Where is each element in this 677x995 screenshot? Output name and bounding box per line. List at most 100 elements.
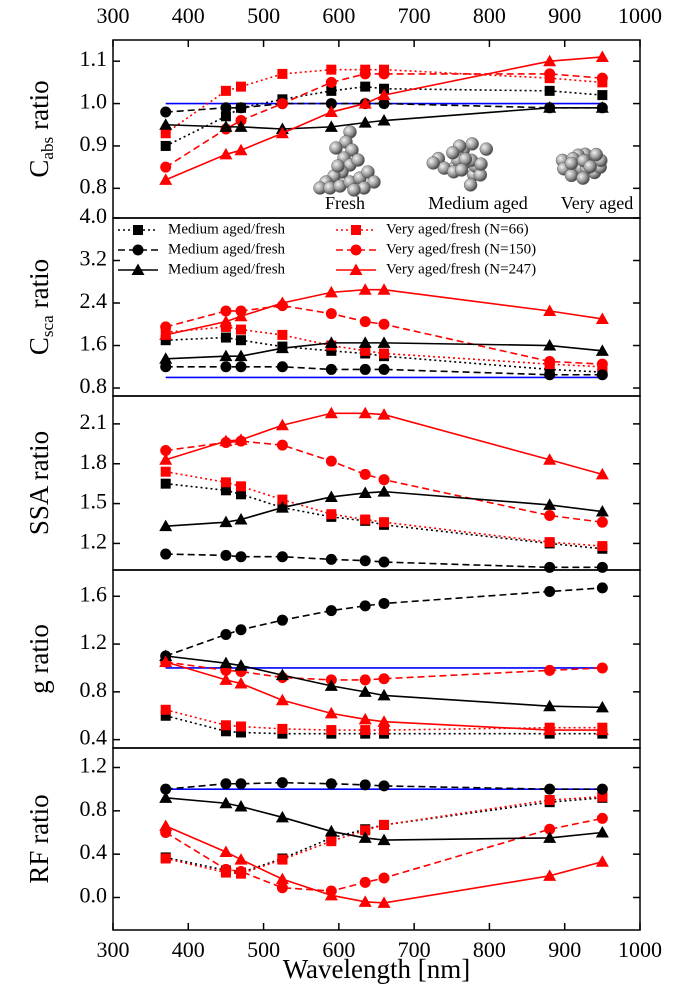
- marker: [596, 783, 608, 795]
- marker: [595, 826, 609, 838]
- marker: [234, 513, 248, 525]
- marker: [325, 605, 337, 617]
- marker: [378, 556, 390, 568]
- x-tick-label: 900: [548, 937, 581, 962]
- marker: [326, 64, 337, 75]
- marker: [377, 688, 391, 701]
- marker: [159, 173, 173, 185]
- annotation: Very aged: [561, 193, 633, 213]
- marker: [358, 486, 372, 498]
- marker: [351, 225, 361, 235]
- marker: [160, 704, 171, 715]
- particle: [446, 146, 460, 160]
- series-line: [165, 482, 603, 550]
- series-line: [165, 714, 603, 735]
- panel: 1.2 1.5 1.8 2.1 SSA ratio: [24, 395, 641, 573]
- marker: [596, 582, 608, 594]
- marker: [596, 561, 608, 573]
- marker: [326, 509, 337, 520]
- marker: [220, 485, 231, 496]
- marker: [234, 309, 248, 322]
- y-tick-label: 1.6: [80, 331, 108, 356]
- marker: [275, 693, 289, 706]
- panel-frame: [112, 39, 641, 219]
- marker: [219, 845, 233, 857]
- marker: [597, 791, 608, 802]
- marker: [358, 406, 372, 419]
- particle: [454, 163, 469, 177]
- marker: [544, 664, 556, 676]
- marker: [358, 895, 372, 907]
- marker: [159, 655, 173, 667]
- marker: [595, 505, 609, 517]
- marker: [276, 98, 288, 110]
- panel-frame: [112, 747, 641, 931]
- marker: [234, 120, 248, 132]
- y-tick-label: 1.5: [80, 489, 108, 514]
- marker: [235, 778, 247, 790]
- particle: [564, 168, 579, 183]
- marker: [324, 105, 338, 118]
- marker: [159, 352, 173, 364]
- particle: [351, 153, 365, 167]
- marker: [358, 712, 372, 725]
- marker: [377, 833, 391, 846]
- marker: [275, 501, 289, 513]
- x-tick-label: 800: [473, 937, 506, 962]
- marker: [543, 723, 557, 736]
- marker: [325, 98, 337, 110]
- marker: [377, 896, 391, 908]
- marker: [235, 866, 247, 877]
- marker: [220, 549, 232, 561]
- marker: [544, 85, 555, 96]
- marker: [220, 778, 232, 790]
- marker: [544, 795, 555, 805]
- marker: [159, 819, 173, 831]
- marker: [220, 477, 231, 488]
- legend-label: Medium aged/fresh: [168, 221, 286, 237]
- marker: [220, 321, 231, 332]
- marker: [277, 494, 288, 505]
- marker: [324, 406, 338, 419]
- marker: [159, 791, 173, 803]
- y-tick-label: 4.0: [80, 203, 108, 228]
- marker: [349, 263, 363, 275]
- marker: [235, 102, 247, 114]
- y-axis-label-suffix: ratio: [24, 80, 54, 129]
- marker: [358, 831, 372, 843]
- marker: [544, 68, 556, 80]
- marker: [234, 433, 248, 445]
- marker: [378, 872, 390, 884]
- marker: [219, 515, 233, 528]
- marker: [275, 296, 289, 309]
- legend-label: Very aged/fresh (N=66): [386, 221, 529, 237]
- marker: [324, 490, 338, 502]
- y-tick-label: 1.6: [80, 581, 108, 606]
- x-tick-label: 600: [322, 937, 355, 962]
- particle: [463, 178, 478, 192]
- particle: [361, 165, 375, 179]
- marker: [377, 408, 391, 420]
- marker: [220, 111, 231, 122]
- marker: [160, 335, 171, 346]
- marker: [377, 88, 391, 101]
- marker: [220, 863, 232, 875]
- marker: [358, 685, 372, 697]
- marker: [160, 853, 171, 864]
- marker: [131, 263, 145, 275]
- marker: [379, 725, 390, 736]
- marker: [324, 888, 338, 901]
- y-tick-label: 0.4: [80, 839, 108, 864]
- marker: [358, 97, 372, 109]
- marker: [544, 537, 555, 548]
- marker: [235, 624, 247, 636]
- x-axis-label: Wavelength [nm]: [283, 954, 471, 984]
- marker: [543, 699, 557, 712]
- marker: [543, 453, 557, 465]
- marker: [234, 659, 248, 671]
- marker: [235, 727, 246, 738]
- marker: [595, 312, 609, 324]
- marker: [359, 779, 371, 791]
- marker: [159, 328, 173, 340]
- marker: [160, 466, 171, 477]
